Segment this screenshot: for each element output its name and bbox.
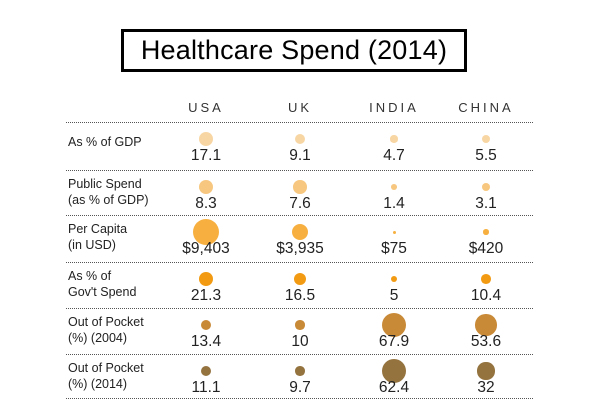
cell-value: 17.1 bbox=[190, 147, 222, 164]
row-label-line: As % of GDP bbox=[68, 135, 142, 149]
row-divider bbox=[66, 262, 533, 263]
bubble-china bbox=[483, 229, 489, 235]
bubble-uk bbox=[291, 223, 309, 241]
cell-value: 21.3 bbox=[190, 287, 222, 304]
cell-value: 16.5 bbox=[284, 287, 316, 304]
row-label-line: (as % of GDP) bbox=[68, 193, 149, 207]
row-label: As % of Gov't Spend bbox=[68, 268, 136, 300]
row-divider bbox=[66, 215, 533, 216]
cell-value: 9.7 bbox=[289, 379, 311, 396]
bubble-usa bbox=[200, 319, 212, 331]
row-label: As % of GDP bbox=[68, 134, 142, 150]
bubble-uk bbox=[293, 272, 307, 286]
row-label: Out of Pocket (%) (2004) bbox=[68, 314, 144, 346]
cell-value: 5.5 bbox=[475, 147, 497, 164]
bubble-india bbox=[390, 135, 398, 143]
bubble-india bbox=[391, 184, 397, 190]
chart-title: Healthcare Spend (2014) bbox=[140, 35, 448, 65]
row-label: Out of Pocket (%) (2014) bbox=[68, 360, 144, 392]
row-label-line: (%) (2014) bbox=[68, 377, 128, 391]
bubble-china bbox=[481, 182, 491, 192]
cell-value: 7.6 bbox=[289, 195, 311, 212]
cell-value: 9.1 bbox=[289, 147, 311, 164]
row-divider bbox=[66, 308, 533, 309]
column-header-uk: UK bbox=[287, 100, 313, 115]
cell-value: 13.4 bbox=[190, 333, 222, 350]
row-label-line: (%) (2004) bbox=[68, 331, 128, 345]
row-label-line: As % of bbox=[68, 269, 112, 283]
row-label-line: Gov't Spend bbox=[68, 285, 137, 299]
row-divider bbox=[66, 398, 533, 399]
column-header-china: CHINA bbox=[458, 100, 514, 115]
bubble-usa bbox=[199, 132, 213, 146]
cell-value: $75 bbox=[381, 240, 407, 257]
bubble-india bbox=[392, 230, 396, 234]
cell-value: 62.4 bbox=[378, 379, 410, 396]
column-header-usa: USA bbox=[188, 100, 224, 115]
bubble-usa bbox=[193, 219, 219, 245]
row-label-line: Public Spend bbox=[68, 177, 142, 191]
cell-value: 5 bbox=[389, 287, 399, 304]
cell-value: 1.4 bbox=[383, 195, 405, 212]
row-label: Per Capita (in USD) bbox=[68, 221, 127, 253]
bubble-india bbox=[382, 359, 406, 383]
cell-value: 67.9 bbox=[378, 333, 410, 350]
row-label-line: Per Capita bbox=[68, 222, 128, 236]
bubble-uk bbox=[294, 133, 306, 145]
cell-value: $3,935 bbox=[276, 240, 324, 257]
bubble-uk bbox=[295, 366, 305, 376]
cell-value: 10.4 bbox=[470, 287, 502, 304]
row-label-line: Out of Pocket bbox=[68, 315, 144, 329]
row-label-line: Out of Pocket bbox=[68, 361, 144, 375]
column-header-india: INDIA bbox=[369, 100, 419, 115]
bubble-usa bbox=[200, 365, 212, 377]
bubble-china bbox=[477, 362, 495, 380]
cell-value: $420 bbox=[468, 240, 504, 257]
bubble-usa bbox=[199, 180, 213, 194]
bubble-uk bbox=[293, 180, 307, 194]
bubble-china bbox=[475, 314, 497, 336]
cell-value: $9,403 bbox=[182, 240, 230, 257]
bubble-china bbox=[481, 274, 491, 284]
cell-value: 8.3 bbox=[195, 195, 217, 212]
row-label-line: (in USD) bbox=[68, 238, 116, 252]
cell-value: 3.1 bbox=[475, 195, 497, 212]
bubble-india bbox=[382, 313, 406, 337]
row-divider bbox=[66, 170, 533, 171]
chart-title-box: Healthcare Spend (2014) bbox=[121, 29, 467, 72]
bubble-china bbox=[482, 135, 490, 143]
row-divider bbox=[66, 354, 533, 355]
cell-value: 11.1 bbox=[191, 379, 221, 396]
bubble-usa bbox=[199, 272, 213, 286]
cell-value: 32 bbox=[477, 379, 495, 396]
row-divider bbox=[66, 122, 533, 123]
cell-value: 53.6 bbox=[470, 333, 502, 350]
cell-value: 10 bbox=[291, 333, 309, 350]
cell-value: 4.7 bbox=[383, 147, 405, 164]
bubble-india bbox=[390, 275, 398, 283]
bubble-uk bbox=[295, 320, 305, 330]
row-label: Public Spend (as % of GDP) bbox=[68, 176, 149, 208]
